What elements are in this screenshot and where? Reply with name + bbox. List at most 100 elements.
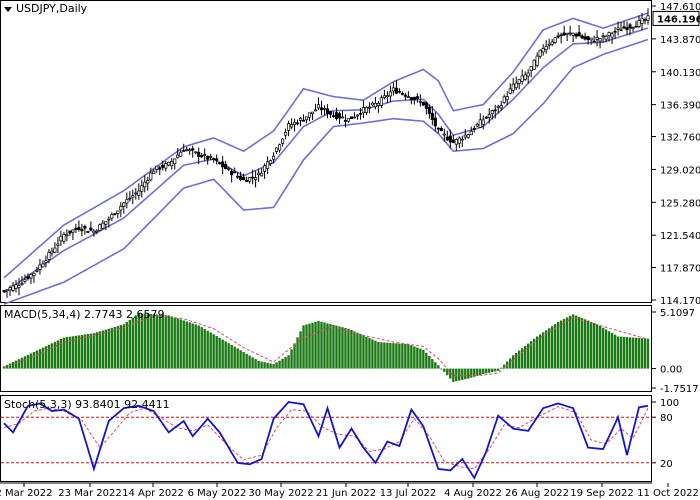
time-tick-label: 4 Aug 2022 [444,488,502,499]
macd-bar [38,349,42,369]
macd-bar [565,317,569,369]
macd-bar [86,334,90,369]
macd-bar [473,368,476,377]
macd-signal-line [3,314,649,376]
candle [152,168,156,175]
last-price-box [652,10,700,26]
candle-body [433,117,437,127]
panel-frames [0,0,652,482]
candle-body [292,121,297,125]
candle [272,152,276,164]
candle [565,32,569,42]
candle [62,231,66,245]
macd-bar [161,314,164,369]
candle [523,71,527,81]
candle [451,134,455,144]
candle [508,83,512,95]
candle-body [298,118,303,121]
candle-body [263,165,267,172]
dropdown-triangle-icon[interactable] [4,7,12,12]
candle-body [74,228,78,230]
macd-bar [311,322,314,369]
candle-body [457,137,461,144]
macd-bar [8,363,12,369]
macd-bar [356,332,359,369]
macd-bar [230,344,233,369]
candle-body [535,55,539,66]
candle [460,135,464,147]
candle [59,230,63,246]
candle-body [155,165,159,170]
macd-bar [404,344,407,369]
macd-bar [392,343,395,369]
macd-bar [65,337,69,369]
candle [385,91,389,103]
candle-body [406,96,410,98]
candle-body [502,96,506,103]
candle [601,32,605,43]
macd-bar [553,324,557,369]
candle-body [640,18,644,24]
candle [239,171,243,182]
macd-bar [574,315,578,369]
macd-bar [571,314,575,369]
candle [562,25,566,36]
candle-body [637,20,641,27]
candle-body [245,179,249,183]
macd-bar [380,342,383,369]
macd-bar [83,334,87,369]
candle [427,104,431,119]
candle [188,147,192,155]
price-tick-label: 121.540 [660,231,700,242]
candle-body [128,197,132,200]
candle [370,101,374,107]
candle [613,26,617,39]
candle [355,114,360,120]
candle-body [218,162,222,165]
macd-bar [218,337,221,369]
candle [418,94,422,107]
macd-bar [491,368,494,373]
candle [463,129,467,140]
candle-body [194,151,198,154]
candle [364,106,368,115]
candle [445,130,449,141]
macd-bar [194,324,197,369]
candle [182,143,186,152]
macd-bar [62,337,66,369]
macd-bar [59,339,63,369]
price-title-text: USDJPY,Daily [16,2,88,15]
candle [556,32,560,39]
candle [448,129,452,149]
macd-bar [410,345,413,369]
candle [634,20,638,28]
macd-bar [197,325,200,369]
candle [394,80,398,95]
candle [589,37,593,45]
macd-bar [589,321,593,369]
macd-bar [122,324,126,369]
price-panel-frame [0,0,652,303]
candle-body [571,32,575,36]
candle-body [41,263,45,268]
macd-bar [389,342,392,369]
candle [212,157,216,163]
candle-body [619,29,623,32]
macd-bar [95,332,99,369]
candle [47,249,51,264]
candle [218,161,222,165]
macd-bar [275,362,278,369]
candle-body [601,35,605,38]
candle [158,165,162,176]
macd-bar [290,349,293,369]
candle [146,176,150,191]
candle [583,32,587,41]
candle-body [526,72,530,77]
macd-tick-label: 5.1097 [660,308,695,319]
candle-body [415,96,419,100]
candle-body [538,49,542,57]
candle-body [164,163,168,169]
candle [442,128,446,142]
candle [95,229,99,235]
macd-bar [362,335,365,369]
